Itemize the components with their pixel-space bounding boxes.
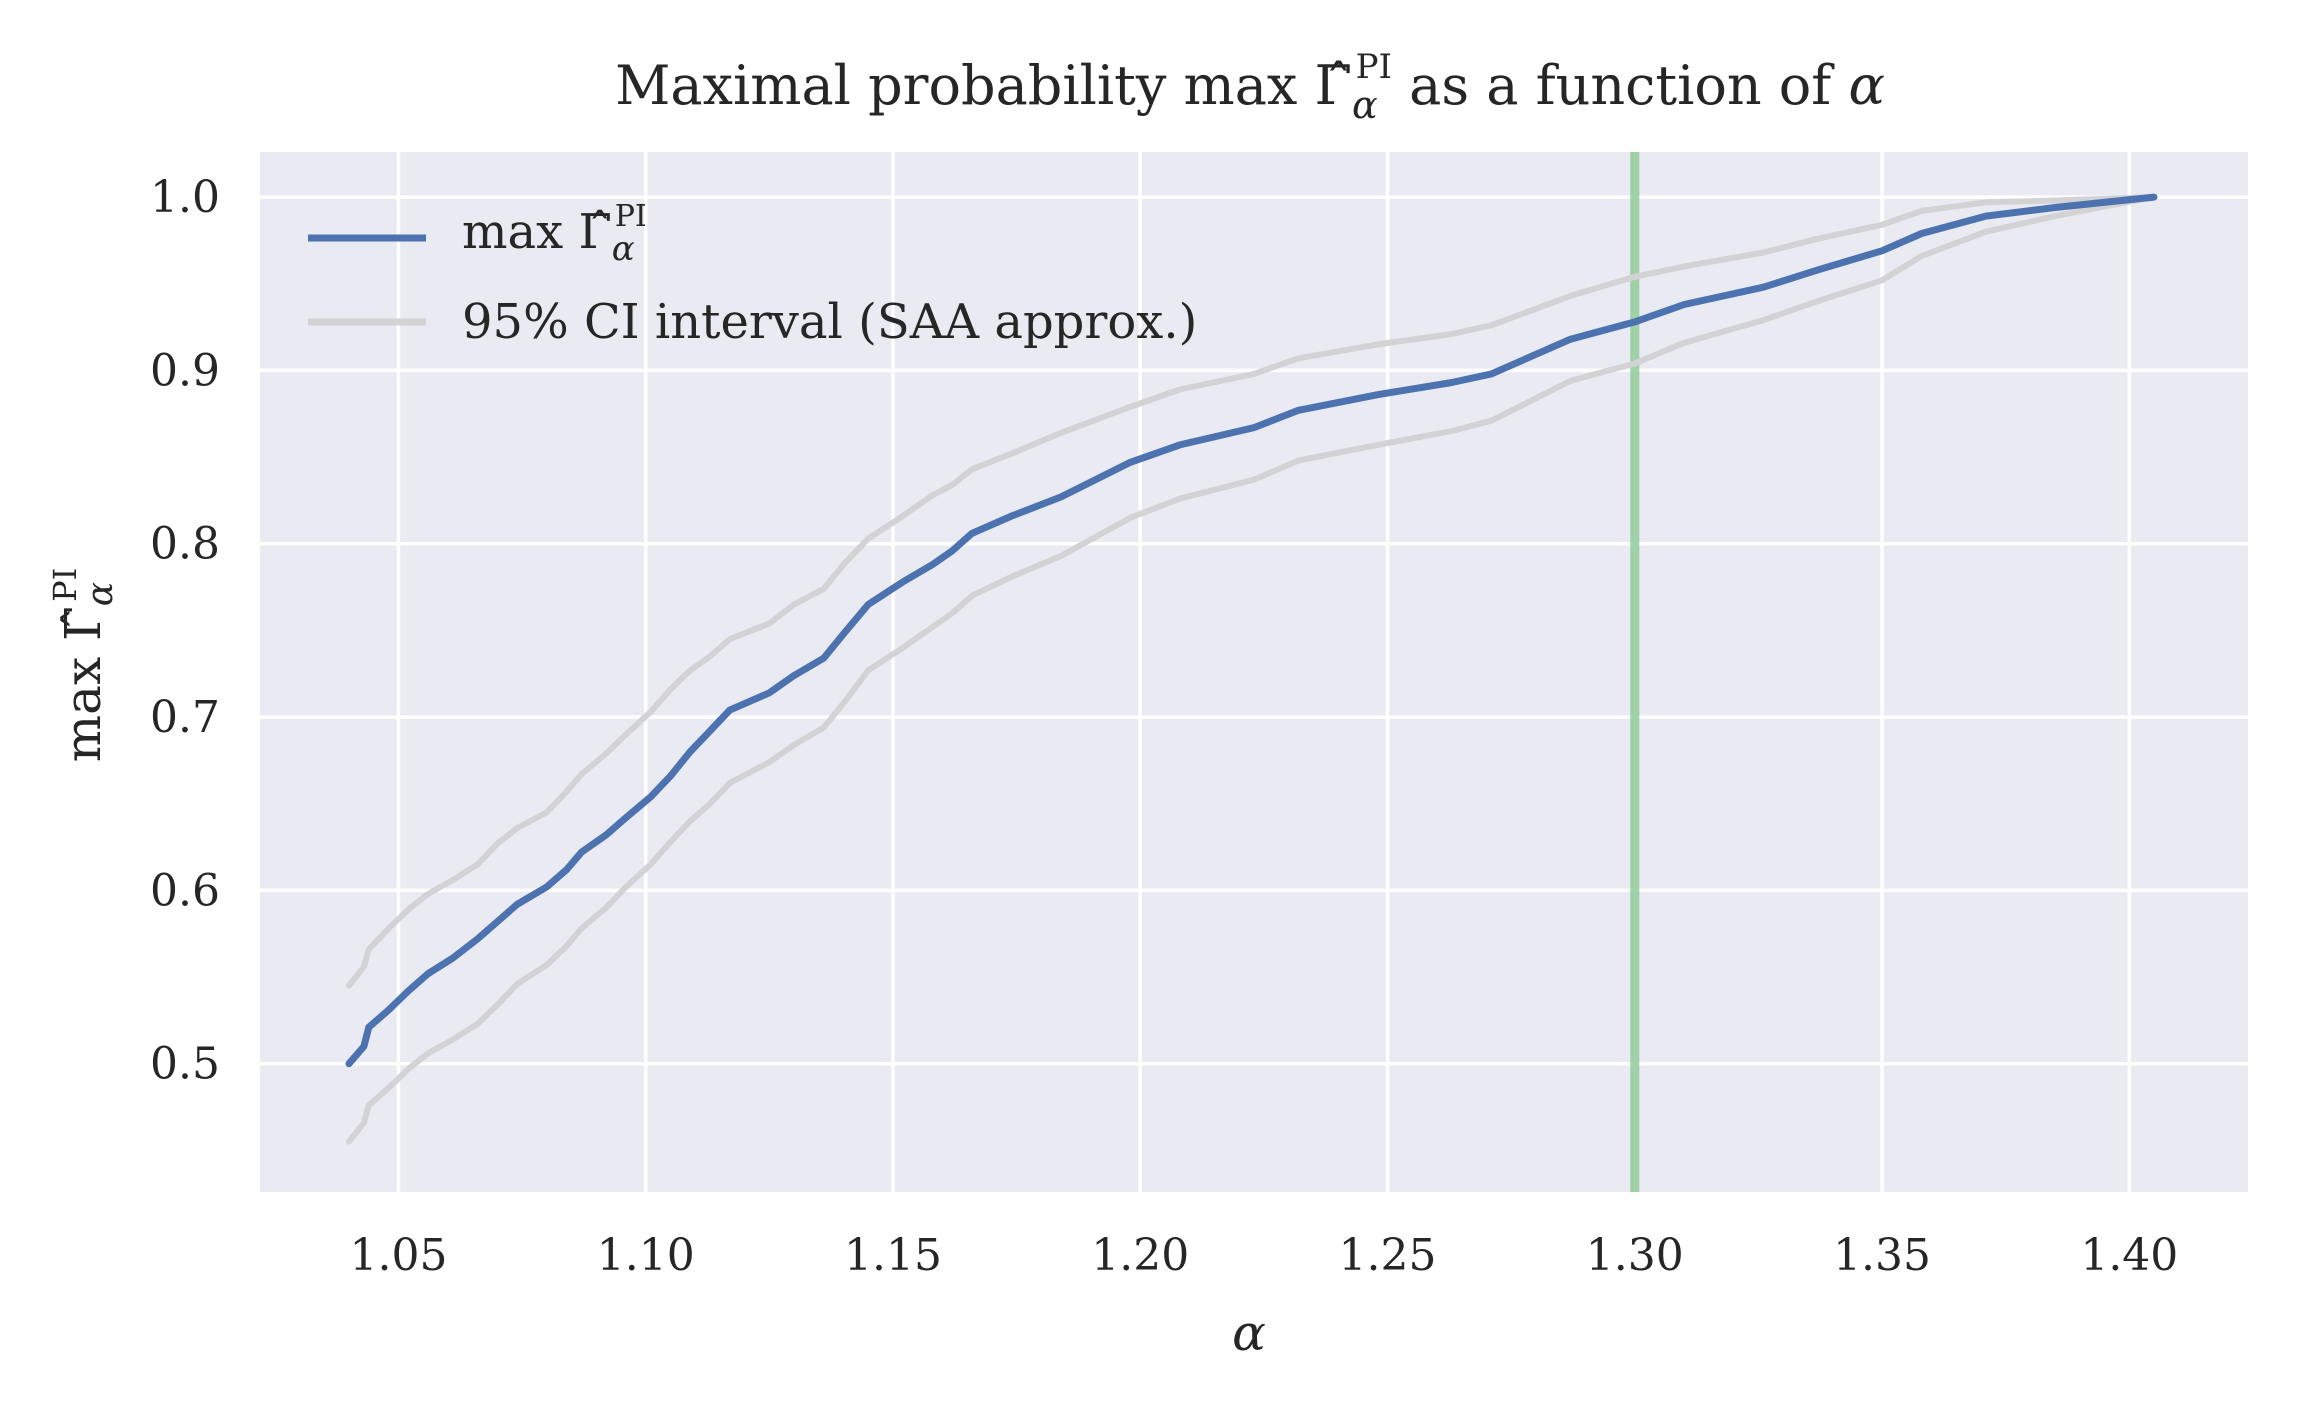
y-axis-ticks: 0.5 0.6 0.7 0.8 0.9 1.0 xyxy=(150,172,220,1090)
grid xyxy=(260,152,2248,1192)
legend-label-ci: 95% CI interval (SAA approx.) xyxy=(462,294,1197,350)
legend: max Γ̂αPI 95% CI interval (SAA approx.) xyxy=(308,199,1197,350)
x-tick-label: 1.35 xyxy=(1833,1230,1931,1281)
x-tick-label: 1.25 xyxy=(1339,1230,1437,1281)
plot-area xyxy=(260,152,2248,1192)
legend-label-max-gamma: max Γ̂αPI xyxy=(462,199,647,269)
svg-text:max Γ̂αPI: max Γ̂αPI xyxy=(46,568,121,763)
y-tick-label: 0.9 xyxy=(150,345,220,396)
x-tick-label: 1.15 xyxy=(844,1230,942,1281)
y-tick-label: 0.7 xyxy=(150,692,220,743)
x-axis-label: α xyxy=(1232,1304,1266,1362)
x-tick-label: 1.20 xyxy=(1091,1230,1189,1281)
y-tick-label: 0.5 xyxy=(150,1039,220,1090)
x-tick-label: 1.40 xyxy=(2080,1230,2178,1281)
y-tick-label: 0.6 xyxy=(150,865,220,916)
y-axis-label: max Γ̂αPI xyxy=(46,568,121,763)
x-axis-ticks: 1.05 1.10 1.15 1.20 1.25 1.30 1.35 1.40 xyxy=(349,1230,2178,1281)
series-layer xyxy=(345,193,2158,1145)
ci-lower-line xyxy=(346,194,2157,1145)
x-tick-label: 1.30 xyxy=(1586,1230,1684,1281)
x-tick-label: 1.05 xyxy=(349,1230,447,1281)
x-tick-label: 1.10 xyxy=(597,1230,695,1281)
ci-upper-line xyxy=(346,194,2157,989)
chart-title: Maximal probability max Γ̂αPI as a funct… xyxy=(615,47,1885,127)
y-tick-label: 0.8 xyxy=(150,519,220,570)
max-gamma-line xyxy=(345,193,2158,1068)
y-tick-label: 1.0 xyxy=(150,172,220,223)
